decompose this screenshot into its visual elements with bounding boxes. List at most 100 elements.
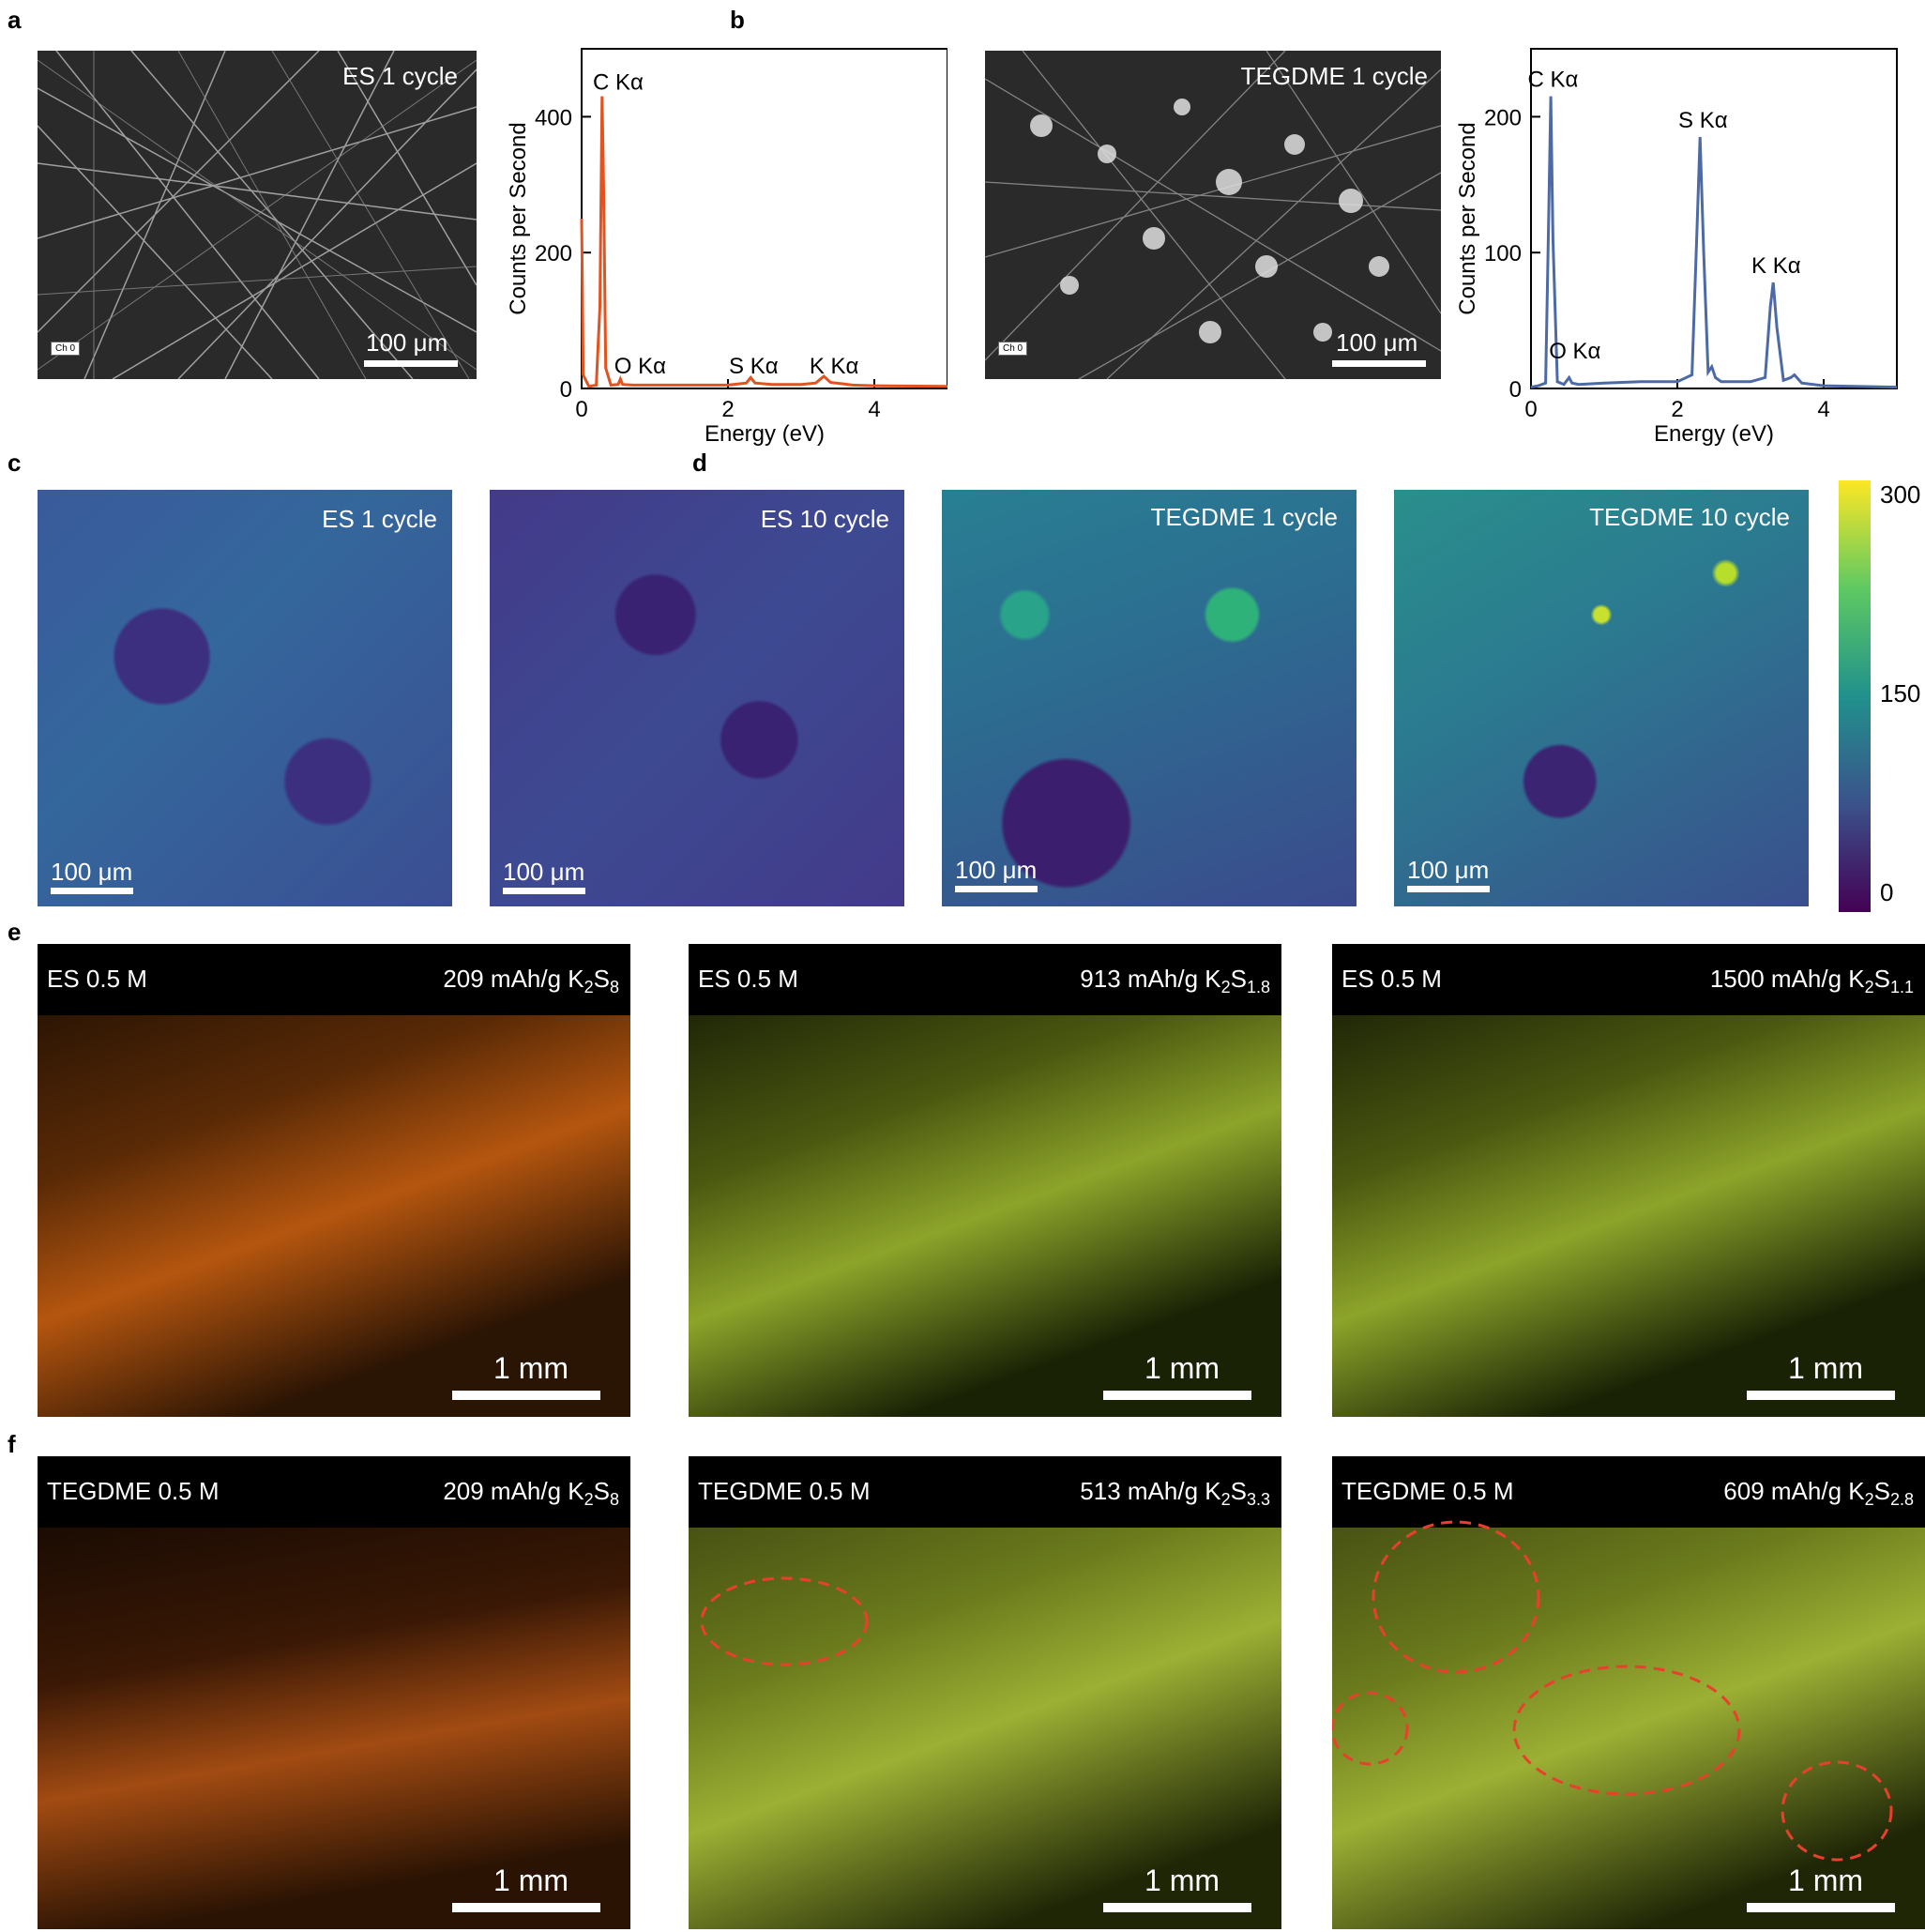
image-header: ES 0.5 M 913 mAh/g K2S1.8	[689, 944, 1281, 1015]
map-label: ES 10 cycle	[760, 505, 889, 533]
scale-bar	[1332, 360, 1426, 367]
x-tick-label: 0	[575, 397, 587, 422]
peak-label: K Kα	[1751, 253, 1801, 279]
electrolyte-label: ES 0.5 M	[1341, 965, 1442, 993]
scale-bar	[51, 888, 133, 894]
panel-letter-f: f	[8, 1430, 16, 1458]
scale-bar	[1747, 1903, 1895, 1912]
image-header: TEGDME 0.5 M 513 mAh/g K2S3.3	[689, 1456, 1281, 1528]
x-axis-label: Energy (eV)	[1654, 421, 1774, 447]
panel-letter-e: e	[8, 918, 22, 946]
plot-frame	[1530, 48, 1898, 389]
scale-label: 100 μm	[1336, 328, 1418, 357]
map-label: ES 1 cycle	[322, 505, 437, 533]
x-tick-label: 4	[1817, 397, 1829, 422]
scale-bar	[503, 888, 585, 894]
sem-label: TEGDME 1 cycle	[1240, 62, 1428, 90]
eds-map-es-1-cycle: ES 1 cycle 100 μm	[38, 490, 452, 906]
highlight-circles	[1332, 1520, 1893, 1862]
optical-image-es-2: ES 0.5 M 913 mAh/g K2S1.8 1 mm	[689, 944, 1281, 1417]
x-tick-label: 2	[721, 397, 734, 422]
eds-map-tegdme-10-cycle: TEGDME 10 cycle 100 μm	[1394, 490, 1809, 906]
panel-letter-a: a	[8, 6, 22, 34]
highlight-circles	[700, 1576, 869, 1666]
peak-label: S Kα	[729, 354, 779, 379]
x-axis-label: Energy (eV)	[705, 421, 825, 447]
eds-spectrum-tegdme: 0 2 4 0 100 200 Energy (eV) Counts per Second C …	[1455, 48, 1898, 447]
electrolyte-label: ES 0.5 M	[47, 965, 147, 993]
scale-label: 1 mm	[1788, 1351, 1863, 1385]
scale-label: 1 mm	[1144, 1864, 1220, 1897]
scale-label: 1 mm	[493, 1351, 568, 1385]
channel-label: Ch 0	[51, 342, 81, 356]
x-tick-label: 4	[868, 397, 880, 422]
colorbar-tick-mid: 150	[1880, 679, 1921, 707]
scale-label: 100 μm	[503, 858, 585, 886]
map-label: TEGDME 1 cycle	[1150, 503, 1338, 531]
colorbar-tick-min: 0	[1880, 878, 1894, 906]
capacity-label: 209 mAh/g K2S8	[443, 1477, 619, 1510]
peak-label: K Kα	[810, 354, 859, 379]
y-axis-label: Counts per Second	[506, 122, 531, 314]
y-tick-label: 400	[535, 105, 572, 130]
optical-image-tegdme-2: TEGDME 0.5 M 513 mAh/g K2S3.3 1 mm	[689, 1456, 1281, 1929]
x-tick-label: 2	[1671, 397, 1683, 422]
peak-label: O Kα	[1549, 339, 1600, 364]
optical-image-tegdme-3: TEGDME 0.5 M 609 mAh/g K2S2.8 1 mm	[1332, 1456, 1925, 1929]
scale-bar	[1103, 1391, 1251, 1400]
map-label: TEGDME 10 cycle	[1589, 503, 1790, 531]
channel-label: Ch 0	[998, 342, 1028, 356]
sem-particle-texture	[985, 51, 1441, 379]
scale-bar	[364, 360, 458, 367]
sem-fiber-texture	[38, 51, 477, 379]
scale-label: 1 mm	[1788, 1864, 1863, 1897]
y-tick-label: 200	[535, 241, 572, 266]
colorbar	[1839, 480, 1871, 912]
scale-bar	[452, 1903, 600, 1912]
plot-frame	[581, 48, 947, 389]
scale-label: 100 μm	[366, 328, 448, 357]
image-header: TEGDME 0.5 M 609 mAh/g K2S2.8	[1332, 1456, 1925, 1528]
capacity-label: 513 mAh/g K2S3.3	[1080, 1477, 1270, 1510]
electrolyte-label: TEGDME 0.5 M	[1341, 1477, 1514, 1505]
image-header: ES 0.5 M 209 mAh/g K2S8	[38, 944, 630, 1015]
scale-bar	[955, 886, 1038, 892]
scale-bar	[1103, 1903, 1251, 1912]
capacity-label: 913 mAh/g K2S1.8	[1080, 965, 1270, 997]
capacity-label: 609 mAh/g K2S2.8	[1723, 1477, 1914, 1510]
spectrum-line	[1530, 96, 1898, 389]
y-tick-label: 0	[1509, 377, 1522, 403]
scale-label: 100 μm	[1407, 856, 1490, 884]
colorbar-tick-max: 300	[1880, 480, 1921, 509]
panel-letter-b: b	[730, 6, 745, 34]
scale-label: 1 mm	[1144, 1351, 1220, 1385]
y-axis-label: Counts per Second	[1455, 122, 1480, 314]
y-tick-label: 0	[560, 377, 572, 403]
x-tick-label: 0	[1524, 397, 1537, 422]
capacity-label: 1500 mAh/g K2S1.1	[1709, 965, 1914, 997]
peak-label: C Kα	[593, 69, 644, 95]
capacity-label: 209 mAh/g K2S8	[443, 965, 619, 997]
y-tick-label: 100	[1484, 241, 1522, 266]
scale-bar	[1407, 886, 1490, 892]
peak-label: C Kα	[1527, 68, 1578, 93]
peak-label: S Kα	[1678, 108, 1728, 133]
spectrum-line	[580, 96, 947, 388]
eds-map-tegdme-1-cycle: TEGDME 1 cycle 100 μm	[942, 490, 1357, 906]
panel-letter-d: d	[692, 449, 707, 477]
peak-label: O Kα	[614, 354, 666, 379]
image-header: ES 0.5 M 1500 mAh/g K2S1.1	[1332, 944, 1925, 1015]
optical-image-es-1: ES 0.5 M 209 mAh/g K2S8 1 mm	[38, 944, 630, 1417]
eds-map-es-10-cycle: ES 10 cycle 100 μm	[490, 490, 904, 906]
scale-bar	[452, 1391, 600, 1400]
scale-label: 100 μm	[51, 858, 133, 886]
image-header: TEGDME 0.5 M 209 mAh/g K2S8	[38, 1456, 630, 1528]
scale-label: 100 μm	[955, 856, 1038, 884]
optical-image-tegdme-1: TEGDME 0.5 M 209 mAh/g K2S8 1 mm	[38, 1456, 630, 1929]
scale-bar	[1747, 1391, 1895, 1400]
sem-image-es: ES 1 cycle Ch 0 100 μm	[38, 51, 477, 379]
electrolyte-label: TEGDME 0.5 M	[698, 1477, 871, 1505]
electrolyte-label: ES 0.5 M	[698, 965, 798, 993]
panel-letter-c: c	[8, 449, 22, 477]
electrolyte-label: TEGDME 0.5 M	[47, 1477, 220, 1505]
